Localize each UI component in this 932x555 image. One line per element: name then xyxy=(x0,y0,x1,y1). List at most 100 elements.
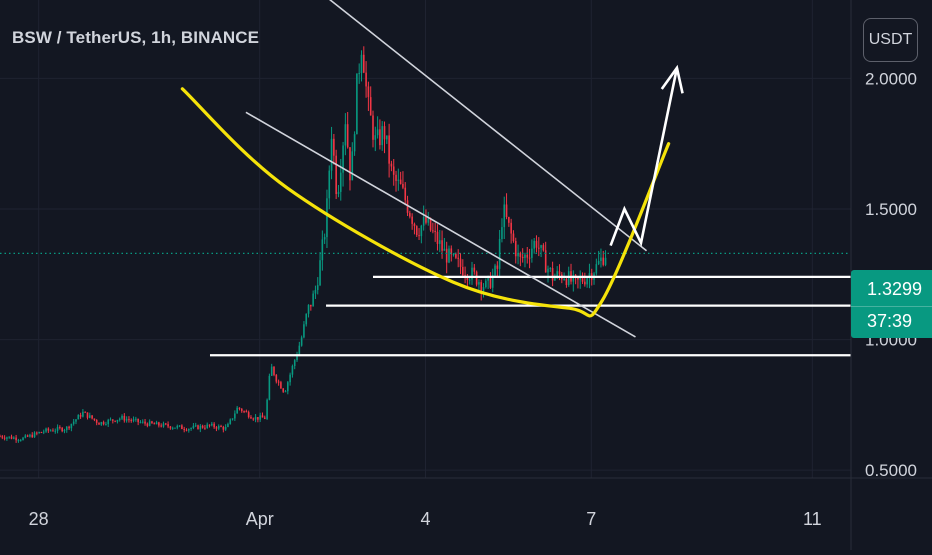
last-price-tag: 1.3299 37:39 xyxy=(851,270,932,338)
candle-body xyxy=(1,436,4,438)
currency-button[interactable]: USDT xyxy=(863,18,918,62)
candle-body xyxy=(540,245,542,248)
candle-body xyxy=(558,271,561,275)
candle-body xyxy=(13,437,15,439)
price-tag-divider xyxy=(851,306,932,307)
candle-body xyxy=(68,426,70,429)
candle-body xyxy=(38,432,40,434)
candle-body xyxy=(588,273,591,279)
candle-body xyxy=(26,435,29,437)
projection-arrow[interactable] xyxy=(609,67,679,247)
candle-body xyxy=(197,425,199,430)
candle-body xyxy=(105,424,107,426)
drawings-layer[interactable] xyxy=(0,0,851,357)
candle-body xyxy=(397,179,400,181)
candle-body xyxy=(174,427,176,429)
candle-body xyxy=(434,230,436,232)
candle-body xyxy=(356,73,358,135)
candle-body xyxy=(17,440,20,442)
candle-body xyxy=(549,268,552,270)
candle-body xyxy=(485,280,487,288)
candle-body xyxy=(227,423,229,427)
candle-body xyxy=(56,427,59,431)
candle-body xyxy=(254,417,257,420)
candle-body xyxy=(52,430,54,432)
candle-body xyxy=(187,429,190,431)
candle-body xyxy=(563,278,565,280)
candle-body xyxy=(409,212,411,217)
time-axis-label: 4 xyxy=(420,509,430,529)
candle-body xyxy=(383,126,386,140)
candle-body xyxy=(337,191,340,195)
candle-body xyxy=(305,313,308,325)
candle-body xyxy=(261,415,264,418)
projection-arrowhead[interactable] xyxy=(660,64,684,94)
trendline[interactable] xyxy=(245,111,636,338)
candle-body xyxy=(319,260,321,286)
candle-body xyxy=(330,138,333,171)
candle-body xyxy=(443,248,446,251)
candle-body xyxy=(429,218,432,231)
candle-body xyxy=(459,258,462,267)
candle-body xyxy=(222,426,225,430)
candle-body xyxy=(567,271,570,286)
candle-body xyxy=(22,437,24,441)
candle-body xyxy=(289,374,291,383)
candle-body xyxy=(15,437,17,441)
candle-body xyxy=(388,135,390,164)
candle-body xyxy=(413,223,416,227)
candle-body xyxy=(392,166,395,175)
candle-body xyxy=(461,266,464,276)
candle-body xyxy=(114,420,116,422)
candle-body xyxy=(351,151,354,181)
candle-body xyxy=(211,423,213,426)
candle-body xyxy=(508,217,510,223)
candle-body xyxy=(406,200,409,213)
candle-body xyxy=(367,86,370,98)
candle-body xyxy=(480,282,483,291)
candle-body xyxy=(369,97,372,116)
candle-body xyxy=(36,432,38,434)
candle-body xyxy=(238,407,241,409)
candle-body xyxy=(438,240,441,244)
candle-body xyxy=(112,419,114,421)
candle-body xyxy=(542,245,545,251)
candle-body xyxy=(379,129,381,146)
candle-body xyxy=(565,278,568,286)
candle-body xyxy=(296,354,298,361)
candle-body xyxy=(164,423,167,425)
trendline[interactable] xyxy=(304,0,648,252)
candle-body xyxy=(581,277,584,282)
candle-body xyxy=(517,253,519,257)
rounded-bottom-curve[interactable] xyxy=(180,87,671,318)
candle-body xyxy=(88,415,91,418)
candle-body xyxy=(141,421,144,423)
symbol-title: BSW / TetherUS, 1h, BINANCE xyxy=(12,28,260,47)
candle-body xyxy=(6,437,8,439)
candle-body xyxy=(344,124,347,146)
candle-body xyxy=(411,216,413,224)
time-axis-label: 11 xyxy=(803,509,822,529)
candle-body xyxy=(47,428,50,431)
candle-body xyxy=(137,418,139,423)
candle-body xyxy=(171,427,174,429)
candle-body xyxy=(10,436,13,439)
candle-body xyxy=(307,304,310,314)
candle-body xyxy=(475,271,478,285)
candle-body xyxy=(572,275,575,282)
candle-body xyxy=(415,226,418,236)
candle-body xyxy=(362,54,365,73)
candle-body xyxy=(339,172,342,192)
candle-body xyxy=(146,423,149,426)
candle-body xyxy=(118,418,121,420)
candle-body xyxy=(234,413,236,419)
candle-body xyxy=(584,281,586,285)
candle-body xyxy=(512,233,515,242)
candle-body xyxy=(349,147,351,181)
candle-body xyxy=(70,423,73,429)
candle-body xyxy=(208,424,211,426)
candle-body xyxy=(128,419,130,421)
candle-body xyxy=(144,421,146,424)
